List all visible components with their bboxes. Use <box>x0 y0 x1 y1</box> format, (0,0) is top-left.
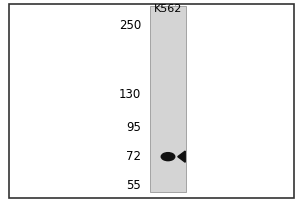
Bar <box>150 6 186 192</box>
Text: 72: 72 <box>126 150 141 163</box>
Text: 130: 130 <box>119 88 141 101</box>
Text: 55: 55 <box>126 179 141 192</box>
Text: 95: 95 <box>126 121 141 134</box>
FancyArrow shape <box>178 151 185 162</box>
Text: 250: 250 <box>119 19 141 32</box>
Text: K562: K562 <box>154 4 182 14</box>
Ellipse shape <box>161 153 175 161</box>
